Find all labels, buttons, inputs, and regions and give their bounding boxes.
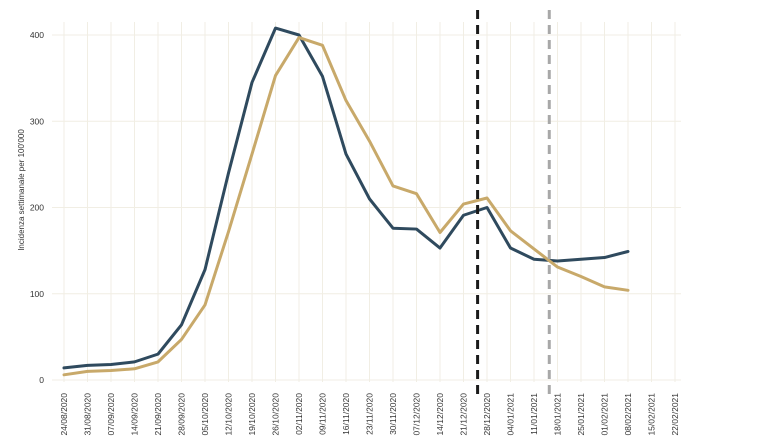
data-point-s1 — [274, 27, 276, 29]
data-point-s2 — [368, 140, 370, 142]
data-point-s1 — [603, 256, 605, 258]
data-point-s1 — [368, 198, 370, 200]
data-point-s1 — [462, 214, 464, 216]
x-tick-label: 09/11/2020 — [318, 393, 328, 435]
data-point-s2 — [63, 374, 65, 376]
x-tick-label: 23/11/2020 — [365, 393, 375, 435]
data-point-s2 — [415, 193, 417, 195]
data-point-s2 — [298, 36, 300, 38]
data-point-s2 — [110, 369, 112, 371]
data-point-s2 — [345, 99, 347, 101]
x-tick-label: 22/02/2021 — [670, 393, 680, 436]
y-tick-label: 0 — [39, 375, 44, 385]
data-point-s1 — [556, 260, 558, 262]
x-tick-label: 26/10/2020 — [271, 393, 281, 436]
x-tick-label: 14/12/2020 — [435, 393, 445, 436]
x-tick-label: 28/12/2020 — [482, 393, 492, 436]
x-tick-label: 30/11/2020 — [388, 393, 398, 435]
data-point-s2 — [227, 230, 229, 232]
data-point-s2 — [133, 368, 135, 370]
y-tick-label: 100 — [30, 289, 44, 299]
x-tick-label: 25/01/2021 — [576, 393, 586, 436]
x-tick-label: 12/10/2020 — [224, 393, 234, 436]
data-point-s1 — [509, 247, 511, 249]
markers — [476, 10, 551, 395]
y-tick-label: 400 — [30, 30, 44, 40]
series-group — [62, 26, 630, 377]
data-point-s1 — [86, 364, 88, 366]
axes: 0 100 200 300 400 24/08/2020 31/08/2020 07/09/2… — [30, 30, 680, 436]
data-point-s1 — [63, 367, 65, 369]
x-tick-label: 07/12/2020 — [412, 393, 422, 436]
grid — [52, 22, 681, 382]
data-point-s1 — [627, 250, 629, 252]
data-point-s2 — [533, 248, 535, 250]
data-point-s1 — [486, 206, 488, 208]
data-point-s1 — [110, 363, 112, 365]
x-tick-label: 24/08/2020 — [59, 393, 69, 436]
y-tick-label: 200 — [30, 203, 44, 213]
x-tick-label: 18/01/2021 — [553, 393, 563, 436]
data-point-s2 — [157, 361, 159, 363]
data-point-s2 — [180, 338, 182, 340]
data-point-s1 — [321, 75, 323, 77]
data-point-s1 — [227, 172, 229, 174]
data-point-s1 — [251, 81, 253, 83]
x-tick-label: 21/09/2020 — [153, 393, 163, 436]
x-tick-label: 07/09/2020 — [106, 393, 116, 436]
data-point-s1 — [204, 268, 206, 270]
data-point-s1 — [580, 258, 582, 260]
data-point-s1 — [157, 353, 159, 355]
data-point-s1 — [345, 153, 347, 155]
data-point-s1 — [298, 34, 300, 36]
data-point-s2 — [274, 74, 276, 76]
data-point-s2 — [86, 370, 88, 372]
data-point-s2 — [509, 230, 511, 232]
data-point-s2 — [251, 153, 253, 155]
data-point-s2 — [462, 203, 464, 205]
data-point-s2 — [321, 44, 323, 46]
x-tick-label: 15/02/2021 — [647, 393, 657, 436]
y-axis-title: Incidenza settimanale per 100'000 — [17, 129, 26, 251]
x-tick-label: 19/10/2020 — [247, 393, 257, 436]
data-point-s2 — [627, 289, 629, 291]
data-point-s2 — [580, 275, 582, 277]
data-point-s1 — [392, 227, 394, 229]
x-tick-label: 05/10/2020 — [200, 393, 210, 436]
x-tick-label: 31/08/2020 — [83, 393, 93, 436]
data-point-s2 — [486, 197, 488, 199]
x-tick-label: 14/09/2020 — [130, 393, 140, 436]
data-point-s1 — [180, 324, 182, 326]
data-point-s2 — [392, 185, 394, 187]
x-tick-label: 04/01/2021 — [506, 393, 516, 436]
data-point-s2 — [204, 304, 206, 306]
data-point-s2 — [603, 286, 605, 288]
x-tick-label: 02/11/2020 — [294, 393, 304, 435]
x-tick-label: 01/02/2021 — [600, 393, 610, 436]
data-point-s2 — [439, 231, 441, 233]
data-point-s1 — [439, 247, 441, 249]
data-point-s1 — [133, 361, 135, 363]
x-tick-label: 11/01/2021 — [529, 393, 539, 435]
data-point-s1 — [533, 258, 535, 260]
x-tick-label: 21/12/2020 — [459, 393, 469, 436]
x-tick-label: 16/11/2020 — [341, 393, 351, 435]
x-tick-label: 28/09/2020 — [177, 393, 187, 436]
y-tick-label: 300 — [30, 116, 44, 126]
series-line-2 — [62, 36, 630, 377]
series-line-1 — [62, 26, 630, 370]
data-point-s2 — [556, 266, 558, 268]
x-tick-label: 08/02/2021 — [623, 393, 633, 436]
data-point-s1 — [415, 228, 417, 230]
